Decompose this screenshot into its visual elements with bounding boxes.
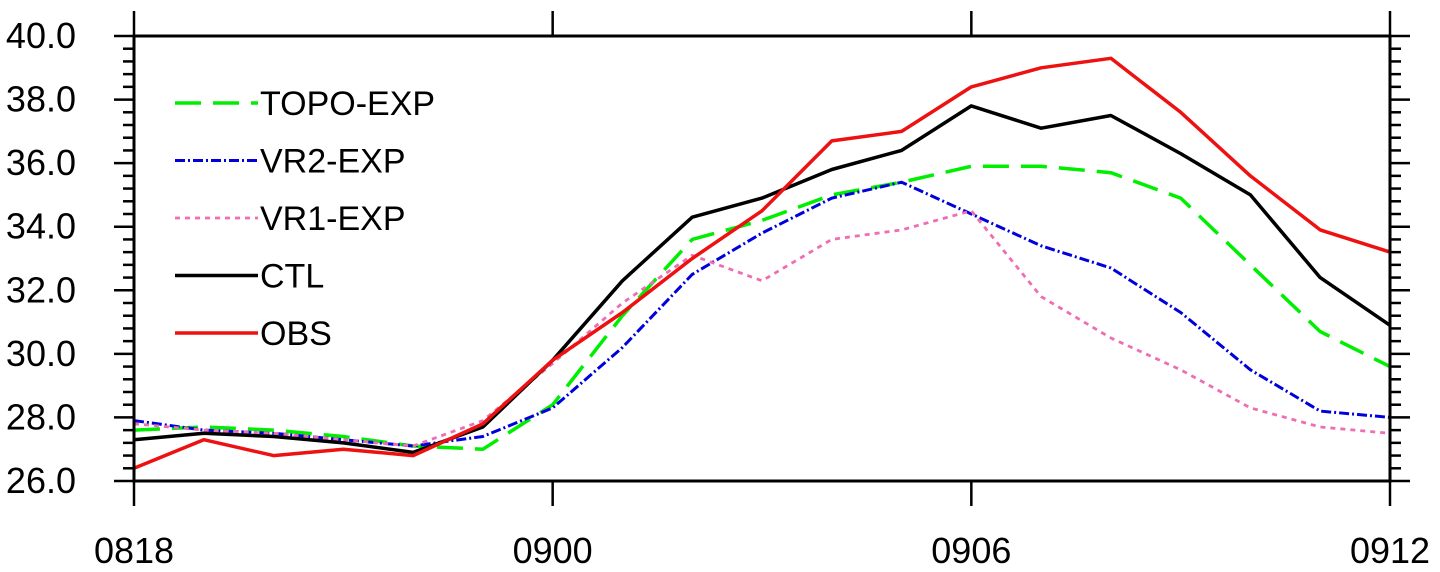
x-tick-label: 0912 [1350,530,1430,571]
x-tick-label: 0900 [513,530,593,571]
series-line-obs [133,56,1391,470]
y-tick-label: 30.0 [6,333,76,374]
series-line-ctl [133,104,1391,455]
series-layer [133,56,1391,470]
y-tick-label: 34.0 [6,206,76,247]
x-tick-label: 0818 [94,530,174,571]
y-tick-label: 32.0 [6,269,76,310]
legend-label-ctl: CTL [260,258,324,296]
plot-frame [132,34,1392,483]
series-line-vr2-exp [133,180,1391,448]
legend-label-vr2-exp: VR2-EXP [260,143,406,181]
y-tick-label: 28.0 [6,396,76,437]
legend-label-obs: OBS [260,315,332,353]
series-line-topo-exp [133,164,1391,451]
legend-label-topo-exp: TOPO-EXP [260,85,435,123]
legend-label-vr1-exp: VR1-EXP [260,200,406,238]
x-tick-label: 0906 [931,530,1011,571]
ticks-layer [114,11,1410,506]
y-tick-label: 40.0 [6,15,76,56]
y-tick-label: 26.0 [6,460,76,501]
y-tick-label: 36.0 [6,142,76,183]
legend: TOPO-EXP VR2-EXP VR1-EXP CTL OBS [175,85,435,353]
labels-layer: 26.0 28.0 30.0 32.0 34.0 36.0 38.0 40.0 0818 0900… [6,15,1430,571]
y-tick-label: 38.0 [6,79,76,120]
